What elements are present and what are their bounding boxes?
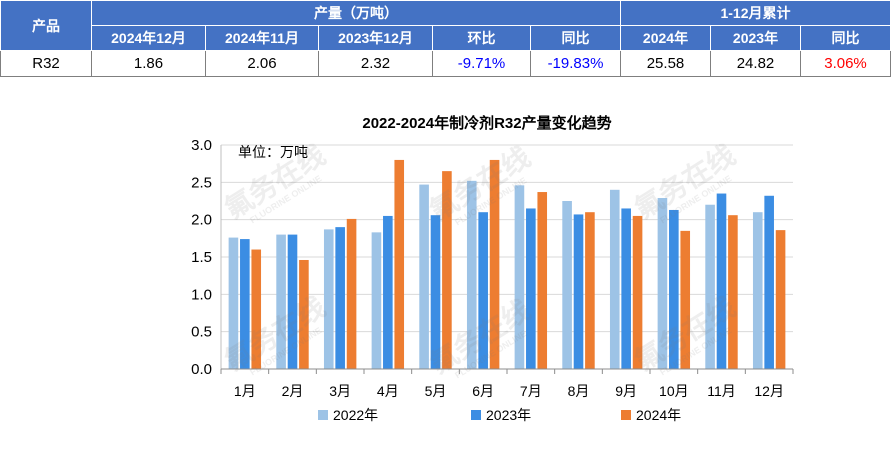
bar-series3-month12 (775, 230, 786, 369)
table-row: R32 1.86 2.06 2.32 -9.71% -19.83% 25.58 … (0, 50, 892, 77)
bar-series3-month5 (442, 171, 452, 369)
header-col-2024-dec: 2024年12月 (91, 25, 206, 51)
y-tick-label: 0.5 (191, 324, 212, 341)
unit-label: 单位：万吨 (238, 144, 308, 160)
header-col-yoy: 同比 (530, 25, 621, 51)
cell-2024-nov: 2.06 (205, 50, 319, 77)
y-tick-label: 1.5 (191, 249, 212, 266)
header-col-2023-dec: 2023年12月 (318, 25, 433, 51)
bar-series1-month2 (276, 234, 286, 369)
header-cumulative-group: 1-12月累计 (619, 0, 892, 26)
header-row-group: 产品 产量（万吨） 1-12月累计 (0, 0, 892, 51)
legend-swatch (621, 410, 631, 420)
legend-swatch (471, 410, 481, 420)
x-tick-label: 4月 (377, 383, 399, 399)
bar-series3-month1 (251, 249, 262, 369)
header-col-cum-2024: 2024年 (620, 25, 711, 51)
bar-series1-month8 (562, 201, 572, 369)
cell-cum-yoy: 3.06% (799, 50, 892, 77)
header-row-columns: 2024年12月 2024年11月 2023年12月 环比 同比 2024年 2… (1, 25, 892, 51)
bar-series2-month8 (573, 214, 584, 369)
bars (228, 159, 786, 369)
bar-series1-month4 (371, 232, 382, 369)
bar-series2-month1 (240, 239, 250, 369)
bar-series2-month7 (526, 208, 536, 369)
y-tick-label: 0.0 (191, 361, 212, 378)
bar-series3-month10 (680, 230, 691, 369)
bar-series2-month4 (383, 215, 393, 369)
legend-swatch (318, 410, 328, 420)
cell-yoy: -19.83% (530, 50, 621, 77)
legend: 2022年 2023年 2024年 (318, 407, 681, 423)
x-tick-label: 3月 (329, 383, 351, 399)
bar-series2-month2 (287, 234, 298, 369)
gridlines (221, 144, 793, 333)
bar-series1-month5 (419, 184, 429, 369)
x-tick-label: 9月 (615, 383, 637, 399)
cell-product: R32 (0, 50, 92, 77)
x-tick-label: 12月 (754, 383, 784, 399)
bar-series2-month5 (430, 215, 441, 369)
bar-series3-month6 (489, 159, 500, 369)
bar-series1-month7 (514, 185, 525, 369)
x-tick-label: 5月 (425, 383, 447, 399)
bar-series2-month11 (716, 193, 727, 369)
bar-series1-month9 (609, 189, 620, 369)
table-header: 产品 产量（万吨） 1-12月累计 2024年12月 2024年11月 2023… (0, 0, 892, 51)
header-col-cum-yoy: 同比 (799, 25, 892, 51)
r32-output-summary-table: 产品 产量（万吨） 1-12月累计 2024年12月 2024年11月 2023… (0, 0, 892, 77)
header-col-2024-nov: 2024年11月 (205, 25, 319, 51)
x-tick-label: 10月 (659, 383, 689, 399)
cell-cum-2023: 24.82 (710, 50, 801, 77)
cell-cum-2024: 25.58 (620, 50, 711, 77)
x-tick-label: 7月 (520, 383, 542, 399)
bar-series1-month11 (705, 204, 715, 369)
legend-label: 2024年 (636, 407, 681, 423)
bar-series3-month7 (537, 192, 548, 369)
bar-series1-month3 (323, 229, 334, 369)
bar-series3-month3 (346, 218, 357, 369)
axes: 0.0 0.5 1.0 1.5 2.0 2.5 3.0 1月 2月 3月 4月 5月 6月 7月 8月 9月 1… (191, 137, 794, 399)
bar-series3-month4 (394, 159, 405, 369)
header-product: 产品 (0, 0, 92, 51)
cell-mom: -9.71% (432, 50, 531, 77)
bar-series2-month3 (335, 227, 345, 369)
x-tick-label: 11月 (707, 383, 736, 399)
table-body: R32 1.86 2.06 2.32 -9.71% -19.83% 25.58 … (0, 50, 892, 77)
legend-label: 2023年 (486, 407, 531, 423)
y-tick-label: 2.0 (191, 212, 212, 229)
header-output-group: 产量（万吨） (91, 0, 621, 26)
bar-series3-month8 (585, 212, 595, 369)
cell-2024-dec: 1.86 (91, 50, 206, 77)
bar-series3-month2 (299, 259, 309, 369)
cell-2023-dec: 2.32 (318, 50, 433, 77)
chart-title: 2022-2024年制冷剂R32产量变化趋势 (362, 114, 611, 132)
bar-series2-month9 (621, 208, 631, 369)
header-col-mom: 环比 (432, 25, 531, 51)
y-tick-label: 1.0 (191, 286, 212, 303)
bar-series1-month1 (228, 237, 239, 369)
bar-series2-month10 (669, 209, 679, 369)
legend-label: 2022年 (333, 407, 378, 423)
bar-series2-month12 (764, 195, 774, 369)
y-tick-label: 2.5 (191, 174, 212, 191)
bar-series3-month11 (728, 215, 738, 369)
bar-series1-month12 (752, 212, 763, 369)
bar-series2-month6 (478, 212, 488, 369)
x-tick-label: 1月 (234, 383, 256, 399)
x-tick-label: 2月 (282, 383, 304, 399)
y-tick-label: 3.0 (191, 137, 212, 154)
bar-series1-month6 (466, 180, 477, 369)
bar-series3-month9 (632, 215, 643, 369)
x-tick-label: 6月 (472, 383, 494, 399)
bar-series1-month10 (657, 198, 668, 369)
header-col-cum-2023: 2023年 (710, 25, 801, 51)
x-tick-label: 8月 (568, 383, 590, 399)
